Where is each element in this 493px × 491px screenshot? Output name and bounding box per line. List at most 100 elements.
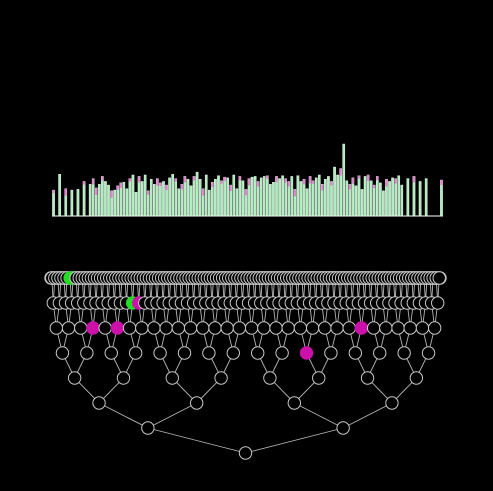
histogram-bar <box>400 184 404 217</box>
histogram-bar <box>204 174 208 217</box>
tree-node <box>232 321 247 335</box>
histogram-bar-cap <box>220 180 223 184</box>
tree-node <box>135 321 149 335</box>
histogram-bar <box>281 175 284 217</box>
histogram-bar <box>217 175 220 217</box>
histogram-bar <box>394 178 397 217</box>
histogram-bar-cap <box>373 185 376 189</box>
tree-node <box>275 346 289 360</box>
histogram-bar <box>391 177 394 217</box>
tree-node <box>348 346 363 360</box>
histogram-bar <box>363 176 367 217</box>
histogram-bar <box>424 178 428 217</box>
histogram-bar <box>333 166 336 217</box>
tree-node <box>360 371 375 385</box>
histogram-bar <box>101 176 104 217</box>
histogram-bar <box>287 181 291 217</box>
tree-node <box>287 396 302 410</box>
histogram-bar-cap <box>137 176 141 183</box>
histogram-bar-cap <box>275 176 278 183</box>
histogram-bar-cap <box>257 181 260 187</box>
histogram-bar-cap <box>101 176 104 181</box>
tree-node <box>244 321 259 335</box>
histogram-bar <box>159 182 162 217</box>
tree-node <box>116 371 131 385</box>
histogram-bar <box>372 184 376 217</box>
histogram-bar-cap <box>385 179 388 187</box>
histogram-bar <box>336 174 339 217</box>
histogram-bar <box>406 178 410 217</box>
tree-node <box>147 321 161 335</box>
histogram-bar-cap <box>156 178 159 186</box>
tree-node <box>379 321 393 335</box>
histogram-bar-cap <box>330 181 333 186</box>
histogram-bar <box>153 184 156 217</box>
histogram-bar <box>238 176 242 217</box>
histogram-bar <box>177 188 181 217</box>
histogram-bar <box>327 176 330 217</box>
histogram-bar-cap <box>440 180 443 185</box>
histogram-bar <box>214 179 217 217</box>
tree-node <box>342 321 356 335</box>
histogram-bar-cap <box>165 185 168 191</box>
histogram-bar <box>418 181 422 217</box>
tree-node <box>312 371 326 385</box>
tree-node <box>104 346 118 360</box>
histogram-bar <box>131 174 135 217</box>
tree-node <box>293 321 308 335</box>
histogram-bar <box>122 181 126 217</box>
tree-node <box>432 271 446 285</box>
histogram-bar <box>314 177 318 217</box>
tree-node <box>141 421 155 435</box>
histogram-bar-cap <box>147 190 150 195</box>
histogram-bar-cap <box>211 182 214 188</box>
tree-node <box>385 396 399 410</box>
histogram-bar-cap <box>394 178 397 184</box>
histogram-bar-cap <box>238 176 241 181</box>
histogram-bar-cap <box>284 178 287 183</box>
tree-node <box>110 321 125 335</box>
histogram-bar <box>369 180 373 217</box>
histogram-bar-cap <box>95 187 98 195</box>
histogram-bar <box>174 178 178 217</box>
tree-node <box>196 321 210 335</box>
histogram-bar <box>198 179 202 217</box>
histogram-bar <box>70 189 74 217</box>
histogram-bar <box>266 175 269 217</box>
tree-node <box>177 346 192 360</box>
histogram-bar <box>296 175 300 217</box>
histogram-bar <box>324 179 327 217</box>
histogram-bar <box>388 181 391 217</box>
tree-node <box>427 321 442 335</box>
histogram-bar <box>354 185 358 217</box>
histogram-bar-cap <box>293 189 296 197</box>
tree-root-node <box>238 446 253 460</box>
tree-nodes <box>44 271 447 460</box>
histogram-bar <box>207 189 211 217</box>
tree-node <box>305 321 320 335</box>
histogram-bar-cap <box>110 190 113 198</box>
tree-node <box>257 321 271 335</box>
histogram-bar <box>440 179 443 217</box>
histogram-bar-cap <box>339 168 342 176</box>
histogram-bar <box>88 184 92 217</box>
histogram-bar <box>162 181 165 217</box>
histogram-bar-cap <box>244 189 248 196</box>
tree-node <box>183 321 198 335</box>
tree-node <box>165 371 179 385</box>
histogram-bar-cap <box>247 178 251 186</box>
histogram-bar <box>269 184 272 217</box>
histogram-bar-cap <box>174 178 177 182</box>
tree-edge <box>245 427 344 454</box>
histogram-bar <box>250 176 254 217</box>
histogram-bar-cap <box>180 184 183 190</box>
histogram-bar <box>171 174 174 217</box>
tree-node <box>431 296 445 310</box>
histogram-bar <box>140 181 144 217</box>
tree-node <box>171 321 186 335</box>
tree-node <box>92 396 106 410</box>
histogram-bar <box>211 181 214 217</box>
histogram-bar <box>232 174 236 217</box>
tree-node <box>415 321 430 335</box>
histogram-bar-cap <box>52 190 55 194</box>
